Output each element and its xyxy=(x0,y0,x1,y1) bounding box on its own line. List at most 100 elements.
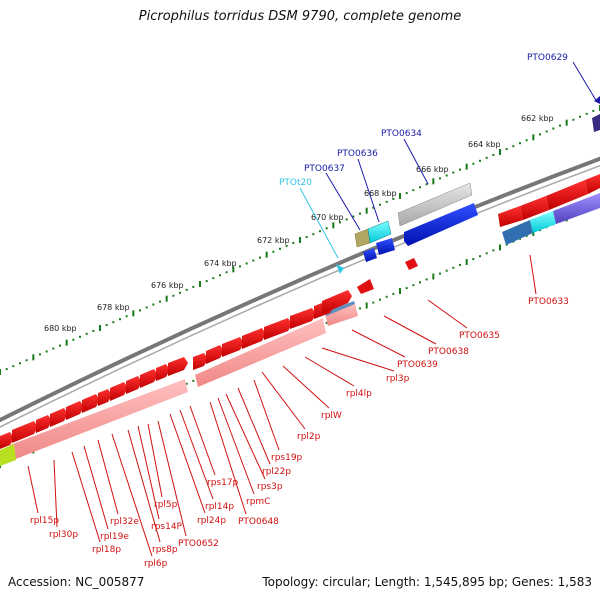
minor-tick xyxy=(72,338,75,341)
major-tick xyxy=(532,230,535,236)
leader-line xyxy=(111,433,153,557)
gene-pink-strip-2 xyxy=(10,379,188,460)
minor-tick xyxy=(592,109,595,112)
kbp-label: 666 kbp xyxy=(416,165,449,174)
major-tick xyxy=(199,281,201,287)
leader-line xyxy=(179,409,214,500)
gene-label: rps8p xyxy=(152,545,178,555)
trna-pto-t20 xyxy=(336,264,344,274)
minor-tick xyxy=(119,318,121,321)
genome-backbone-inner xyxy=(0,164,600,428)
leader-line xyxy=(189,405,216,476)
gene-label: rpl5p xyxy=(154,500,178,510)
gene-label: PTO0634 xyxy=(381,129,422,139)
upper-gene-labels: PTO0629 PTO0634 PTO0636 PTO0637 PTOt20 xyxy=(279,53,598,259)
gene-label: rpl32e xyxy=(110,517,139,527)
minor-tick xyxy=(559,124,561,127)
major-tick xyxy=(432,273,435,280)
leader-line xyxy=(427,299,468,329)
minor-tick xyxy=(219,274,221,277)
minor-tick xyxy=(192,379,195,382)
red-gene-arrow xyxy=(110,382,128,401)
red-gene-arrow xyxy=(12,421,38,443)
leader-line xyxy=(83,445,109,530)
minor-tick xyxy=(245,262,248,265)
minor-tick xyxy=(325,321,328,324)
gene-pto0633 xyxy=(502,220,533,245)
major-tick xyxy=(165,295,168,302)
major-tick xyxy=(332,222,335,229)
red-gene-arrow xyxy=(82,394,100,413)
gene-label: rps14P xyxy=(151,522,183,532)
lower-gene-labels: PTO0633 PTO0635 PTO0638 PTO0639 rpl3p rpl4lp r… xyxy=(27,254,569,569)
minor-tick xyxy=(339,221,341,224)
gene-pto0636 xyxy=(367,220,392,244)
gene-label: PTO0629 xyxy=(527,53,568,63)
red-gene-arrow xyxy=(193,353,208,370)
minor-tick xyxy=(379,203,381,206)
leader-line xyxy=(321,347,395,372)
minor-tick xyxy=(279,247,281,250)
gene-label: PTO0637 xyxy=(304,164,345,174)
red-gene-arrow xyxy=(168,357,188,376)
minor-tick xyxy=(385,200,388,203)
minor-tick xyxy=(79,335,81,338)
leader-line xyxy=(97,439,119,515)
minor-tick xyxy=(485,252,488,255)
kbp-label: 680 kbp xyxy=(44,324,77,333)
gene-label: PTO0633 xyxy=(528,297,569,307)
gene-label: rpmC xyxy=(246,497,270,507)
minor-tick xyxy=(25,359,28,362)
minor-tick xyxy=(125,315,128,318)
minor-tick xyxy=(372,301,375,304)
minor-tick xyxy=(519,142,521,145)
gene-blue-tiny xyxy=(363,248,377,262)
gene-blue-large xyxy=(404,203,478,246)
gene-label: rps19p xyxy=(271,453,303,463)
gene-pto0639 xyxy=(325,303,358,326)
red-gene-arrow xyxy=(206,345,224,364)
red-gene-arrow xyxy=(126,376,142,394)
major-tick xyxy=(499,244,501,251)
minor-tick xyxy=(192,285,195,288)
minor-tick xyxy=(112,321,115,324)
gene-pto0637 xyxy=(354,228,371,248)
upper-tick-ring xyxy=(0,105,600,375)
leader-line xyxy=(261,371,306,430)
minor-tick xyxy=(419,186,421,189)
minor-tick xyxy=(39,353,41,356)
minor-tick xyxy=(545,130,548,133)
leader-line xyxy=(529,254,537,295)
minor-tick xyxy=(412,284,415,287)
minor-tick xyxy=(185,382,188,385)
minor-tick xyxy=(579,115,581,118)
red-gene-arrow xyxy=(140,369,158,388)
kbp-label: 662 kbp xyxy=(521,114,554,123)
minor-tick xyxy=(419,281,421,284)
kbp-label: 670 kbp xyxy=(311,213,344,222)
minor-tick xyxy=(59,344,61,347)
minor-tick xyxy=(145,306,148,309)
major-tick xyxy=(465,163,468,170)
gene-label: rps3p xyxy=(257,482,283,492)
topology-label: Topology: circular; Length: 1,545,895 bp… xyxy=(262,575,592,589)
minor-tick xyxy=(185,288,188,291)
gene-label: rpl22p xyxy=(262,467,291,477)
minor-tick xyxy=(359,212,361,215)
minor-tick xyxy=(19,362,21,365)
minor-tick xyxy=(172,294,175,297)
gene-label: rpl14p xyxy=(205,502,234,512)
major-tick xyxy=(365,207,368,214)
gene-label: PTO0636 xyxy=(337,149,378,159)
minor-tick xyxy=(105,324,108,327)
minor-tick xyxy=(45,350,48,353)
kbp-label: 664 kbp xyxy=(468,140,501,149)
major-tick xyxy=(565,119,568,126)
gene-blue-small xyxy=(376,238,395,255)
minor-tick xyxy=(392,292,395,295)
major-tick xyxy=(465,259,468,265)
minor-tick xyxy=(92,329,95,332)
minor-tick xyxy=(359,307,361,310)
accession-label: Accession: NC_005877 xyxy=(8,575,145,589)
major-tick xyxy=(232,266,235,273)
